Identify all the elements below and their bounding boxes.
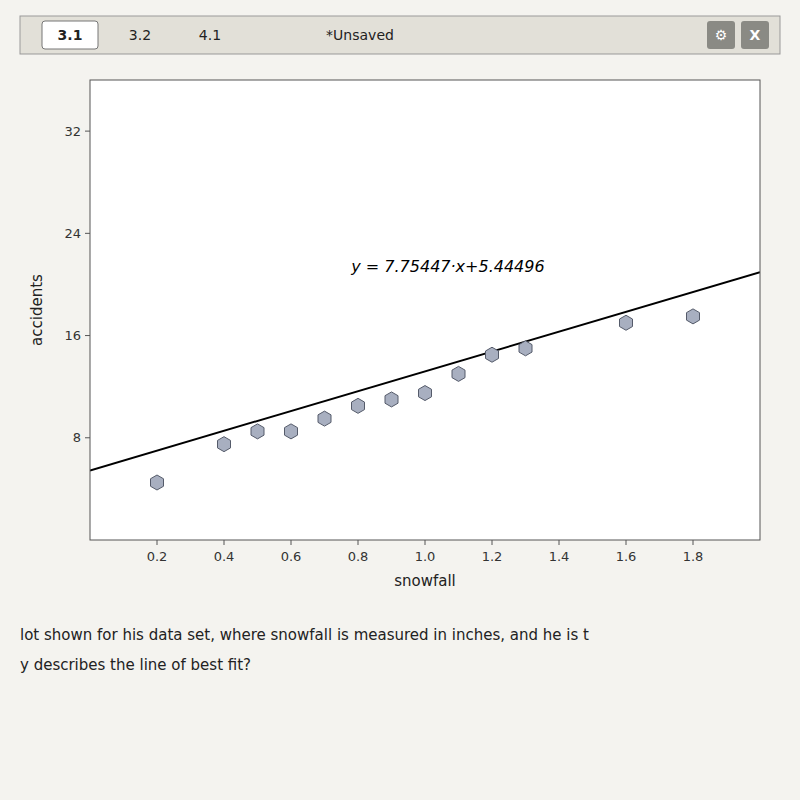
y-tick xyxy=(85,437,90,438)
x-tick-label: 0.2 xyxy=(147,549,168,564)
scatter-point xyxy=(285,424,298,439)
x-tick xyxy=(358,540,359,545)
button-background[interactable] xyxy=(741,21,769,49)
scatter-point xyxy=(151,475,164,490)
x-axis-label: snowfall xyxy=(394,572,456,590)
x-tick-label: 1.0 xyxy=(415,549,436,564)
button-label[interactable]: X xyxy=(750,27,761,43)
button-background[interactable] xyxy=(707,21,735,49)
y-tick-label: 8 xyxy=(73,430,81,445)
tab-label[interactable]: 3.1 xyxy=(58,27,83,43)
x-tick xyxy=(425,540,426,545)
x-tick xyxy=(492,540,493,545)
x-tick xyxy=(157,540,158,545)
x-tick-label: 1.8 xyxy=(683,549,704,564)
scatter-point xyxy=(352,398,365,413)
scatter-point xyxy=(218,437,231,452)
button-label[interactable]: ⚙ xyxy=(715,27,728,43)
scatter-point xyxy=(687,309,700,324)
scatter-point xyxy=(486,347,499,362)
x-tick xyxy=(291,540,292,545)
y-tick xyxy=(85,335,90,336)
y-axis-label: accidents xyxy=(28,274,46,346)
fit-line xyxy=(90,272,760,470)
x-tick-label: 0.8 xyxy=(348,549,369,564)
y-tick-label: 24 xyxy=(64,226,81,241)
scatter-point xyxy=(385,392,398,407)
data-layer xyxy=(90,272,760,490)
plot-background xyxy=(90,80,760,540)
y-tick xyxy=(85,131,90,132)
y-tick-label: 16 xyxy=(64,328,81,343)
x-tick-label: 0.6 xyxy=(281,549,302,564)
x-tick xyxy=(224,540,225,545)
axes: 0.2 0.4 0.6 0.8 1.0 1.2 1.4 1.6 1.8 8 16 24 32 xyxy=(64,124,703,564)
tab-label[interactable]: 3.2 xyxy=(129,27,151,43)
x-tick xyxy=(693,540,694,545)
caption-line: y describes the line of best fit? xyxy=(20,656,251,674)
equation-annotation: y = 7.75447·x+5.44496 xyxy=(350,257,544,276)
chart: 3.1 3.2 4.1 *Unsaved ⚙ X 0.2 0.4 0.6 0.8 1.0 1.2 1.4… xyxy=(0,0,800,800)
header-background xyxy=(20,16,780,54)
x-tick-label: 0.4 xyxy=(214,549,235,564)
x-tick xyxy=(626,540,627,545)
x-tick-label: 1.2 xyxy=(482,549,503,564)
scatter-point xyxy=(620,315,633,330)
scatter-point xyxy=(251,424,264,439)
scatter-point xyxy=(452,366,465,381)
tab-label[interactable]: 4.1 xyxy=(199,27,221,43)
x-tick-label: 1.4 xyxy=(549,549,570,564)
caption-line: lot shown for his data set, where snowfa… xyxy=(20,626,589,644)
plot-frame xyxy=(90,80,760,540)
scatter-point xyxy=(519,341,532,356)
y-tick xyxy=(85,233,90,234)
x-tick xyxy=(559,540,560,545)
y-tick-label: 32 xyxy=(64,124,81,139)
x-tick-label: 1.6 xyxy=(616,549,637,564)
scatter-point xyxy=(318,411,331,426)
tab-label[interactable]: *Unsaved xyxy=(326,27,394,43)
scatter-point xyxy=(419,386,432,401)
header-bar: 3.1 3.2 4.1 *Unsaved ⚙ X xyxy=(20,16,780,54)
tab-highlight[interactable] xyxy=(42,21,98,49)
